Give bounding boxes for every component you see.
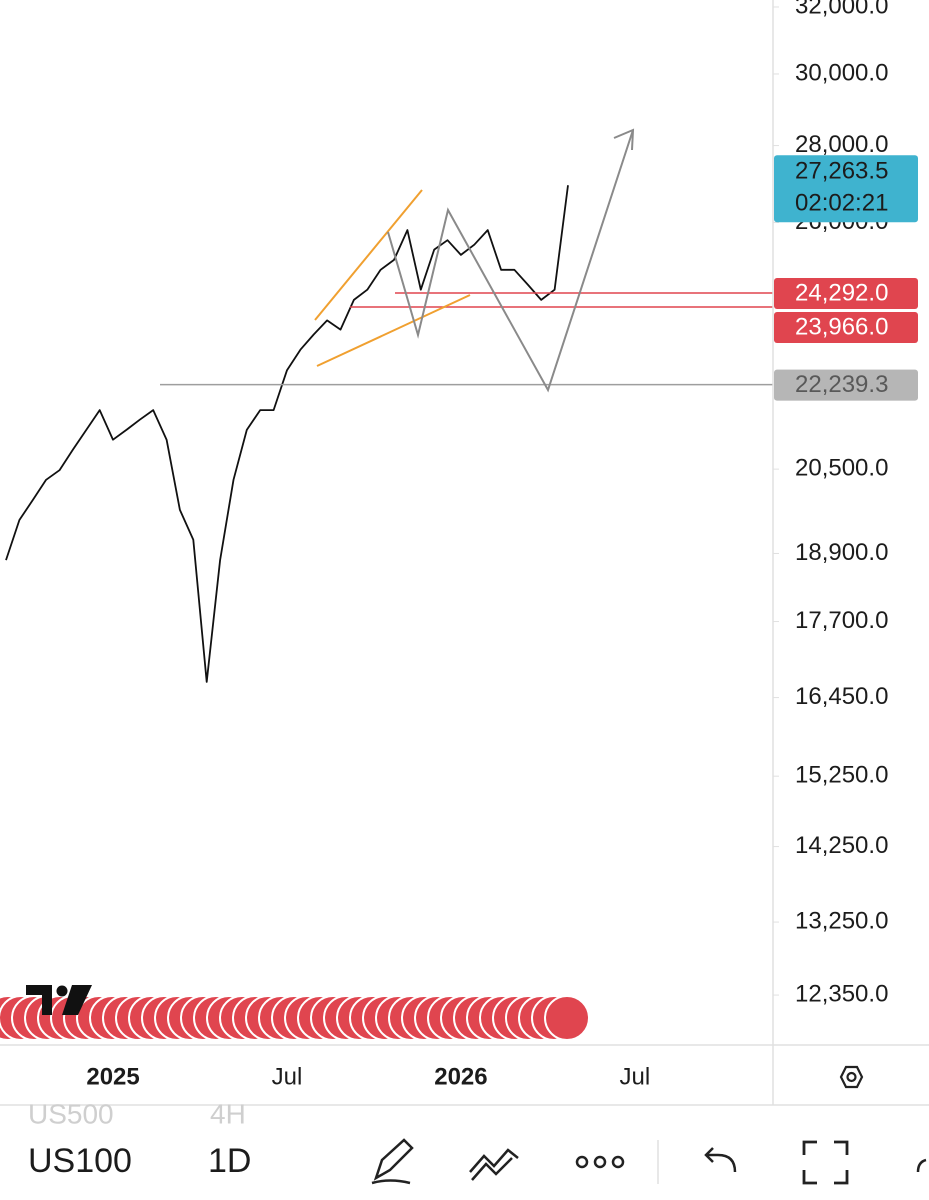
arrow-head [613, 128, 635, 151]
tv-logo [26, 985, 92, 1015]
countdown: 02:02:21 [795, 190, 888, 217]
interval-button[interactable]: 1D [208, 1142, 251, 1180]
x-tick-label: 2025 [86, 1063, 139, 1090]
level-badge [774, 311, 918, 343]
dot[interactable] [593, 1155, 607, 1169]
logo-part [56, 985, 68, 997]
settings-button[interactable] [839, 1065, 864, 1089]
x-tick-label: 2026 [434, 1063, 487, 1090]
plot [5, 185, 773, 683]
logo-part [26, 985, 52, 1015]
symbol-button[interactable]: US100 [28, 1142, 132, 1180]
drawings [314, 128, 635, 393]
draw-tool[interactable] [371, 1138, 414, 1185]
price-line [5, 185, 569, 683]
settings-icon[interactable] [839, 1065, 864, 1089]
y-tick-label: 28,000.0 [795, 131, 888, 158]
undo-button[interactable] [704, 1147, 737, 1173]
level-label: 23,966.0 [795, 313, 888, 340]
level-label: 24,292.0 [795, 279, 888, 306]
level-badge [774, 277, 918, 309]
y-tick-label: 30,000.0 [795, 59, 888, 86]
faded-symbol: US500 [28, 1098, 114, 1129]
last-price-label: 27,263.5 [795, 158, 888, 185]
y-tick-label: 14,250.0 [795, 832, 888, 859]
x-tick-label: Jul [272, 1063, 303, 1090]
level-badge [774, 369, 918, 401]
y-tick-label: 13,250.0 [795, 907, 888, 934]
y-tick-label: 12,350.0 [795, 980, 888, 1007]
cutoff-icon[interactable] [916, 1158, 927, 1173]
wedge-line [316, 294, 471, 367]
x-tick-label: Jul [620, 1063, 651, 1090]
indicator-button[interactable] [469, 1148, 519, 1181]
fullscreen-button[interactable] [802, 1140, 849, 1185]
more-button[interactable] [575, 1155, 625, 1169]
wedge-line [314, 189, 423, 321]
y-tick-label: 20,500.0 [795, 454, 888, 481]
y-tick-label: 15,250.0 [795, 762, 888, 789]
level-badge-tint [774, 369, 918, 401]
event-marker[interactable] [544, 995, 590, 1041]
y-tick-label: 32,000.0 [795, 0, 888, 19]
y-tick-label: 18,900.0 [795, 539, 888, 566]
last-price-badge [774, 155, 918, 223]
faded-interval: 4H [210, 1098, 246, 1129]
pen-icon[interactable] [371, 1138, 414, 1185]
settings-icon [846, 1071, 857, 1083]
y-tick-label: 16,450.0 [795, 683, 888, 710]
projection-path [387, 129, 634, 393]
dot[interactable] [611, 1155, 625, 1169]
price-axis: 32,000.030,000.028,000.026,000.020,500.0… [773, 0, 918, 1007]
time-axis: 2025 Jul 2026 Jul [86, 1063, 650, 1090]
y-tick-label: 17,700.0 [795, 607, 888, 634]
event-markers [0, 995, 590, 1041]
dot[interactable] [575, 1155, 589, 1169]
level-label: 22,239.3 [795, 371, 888, 398]
logo-part [62, 985, 92, 1015]
